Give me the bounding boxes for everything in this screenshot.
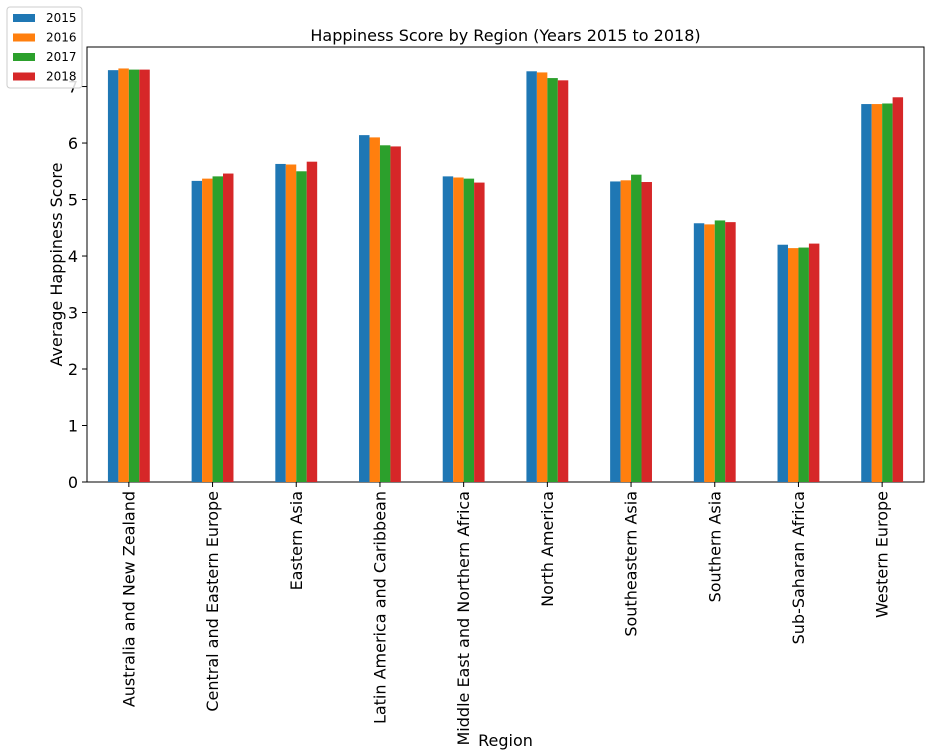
bar-2018-9 [892, 97, 904, 482]
bar-2016-2 [285, 164, 297, 482]
legend-label-2016: 2016 [46, 31, 77, 45]
legend-swatch-2017 [13, 53, 35, 61]
bar-2017-4 [463, 178, 475, 482]
bar-2018-8 [808, 243, 820, 482]
x-axis-label: Region [478, 731, 533, 750]
bar-2016-8 [787, 248, 799, 482]
y-axis: 01234567 [68, 78, 87, 492]
bar-2017-1 [212, 176, 224, 483]
x-tick-label: Central and Eastern Europe [203, 491, 222, 712]
bar-2016-6 [620, 180, 632, 482]
y-tick-label: 4 [68, 247, 78, 266]
legend-swatch-2016 [13, 33, 35, 42]
legend: 2015 2016 2017 2018 [6, 6, 83, 89]
bars-group [107, 68, 904, 483]
bar-2017-2 [296, 171, 307, 483]
x-tick-label: Latin America and Caribbean [370, 491, 389, 724]
bar-2018-7 [725, 222, 736, 482]
bar-2018-1 [223, 173, 234, 482]
y-axis-label: Average Happiness Score [47, 163, 66, 367]
bar-2015-6 [610, 181, 621, 483]
y-tick-label: 5 [68, 191, 78, 210]
legend-label-2015: 2015 [46, 11, 77, 25]
bar-2017-3 [379, 145, 391, 482]
bar-2017-7 [714, 220, 726, 482]
bar-2018-0 [139, 69, 150, 482]
bar-2017-5 [547, 78, 558, 483]
bar-2015-4 [442, 176, 454, 483]
bar-2015-1 [191, 180, 203, 482]
bar-2016-0 [118, 68, 129, 482]
bar-2015-3 [359, 135, 370, 482]
legend-label-2018: 2018 [46, 70, 77, 84]
y-tick-label: 1 [68, 417, 78, 436]
x-tick-label: Western Europe [873, 491, 892, 618]
legend-label-2017: 2017 [46, 50, 77, 64]
bar-2016-5 [536, 72, 548, 482]
bar-2016-7 [704, 224, 715, 482]
bar-2015-9 [861, 104, 872, 482]
chart-title: Happiness Score by Region (Years 2015 to… [310, 26, 700, 45]
x-axis: Australia and New Zealand Central and Eas… [119, 482, 892, 745]
bar-2018-4 [474, 182, 485, 482]
x-tick-label: Sub-Saharan Africa [789, 491, 808, 644]
x-tick-label: Southeastern Asia [622, 491, 641, 637]
bar-2016-3 [369, 137, 380, 482]
bar-2015-0 [107, 70, 119, 482]
bar-2016-1 [202, 178, 213, 482]
legend-box [6, 6, 83, 89]
bar-2015-7 [693, 223, 705, 482]
y-tick-label: 0 [68, 473, 78, 492]
legend-swatch-2018 [13, 72, 35, 81]
x-tick-label: Southern Asia [705, 491, 724, 602]
bar-2018-3 [390, 146, 401, 482]
bar-2015-5 [526, 71, 537, 482]
bar-2015-8 [777, 244, 788, 482]
bar-2018-6 [641, 182, 652, 483]
x-tick-label: North America [538, 491, 557, 607]
y-tick-label: 2 [68, 360, 78, 379]
x-tick-label: Middle East and Northern Africa [454, 491, 473, 745]
y-tick-label: 6 [68, 134, 78, 153]
bar-2017-6 [631, 174, 642, 482]
bar-2018-2 [306, 161, 318, 482]
legend-swatch-2015 [13, 14, 35, 22]
plot-area [86, 46, 925, 483]
x-tick-label: Eastern Asia [287, 491, 306, 590]
bar-2017-8 [798, 247, 809, 482]
bar-2017-0 [128, 69, 140, 482]
y-tick-label: 3 [68, 304, 78, 323]
x-tick-label: Australia and New Zealand [119, 491, 138, 707]
bar-2017-9 [882, 103, 893, 483]
bar-2018-5 [557, 80, 569, 482]
bar-2016-9 [871, 104, 883, 482]
bar-2016-4 [453, 177, 464, 482]
bar-2015-2 [275, 163, 286, 482]
